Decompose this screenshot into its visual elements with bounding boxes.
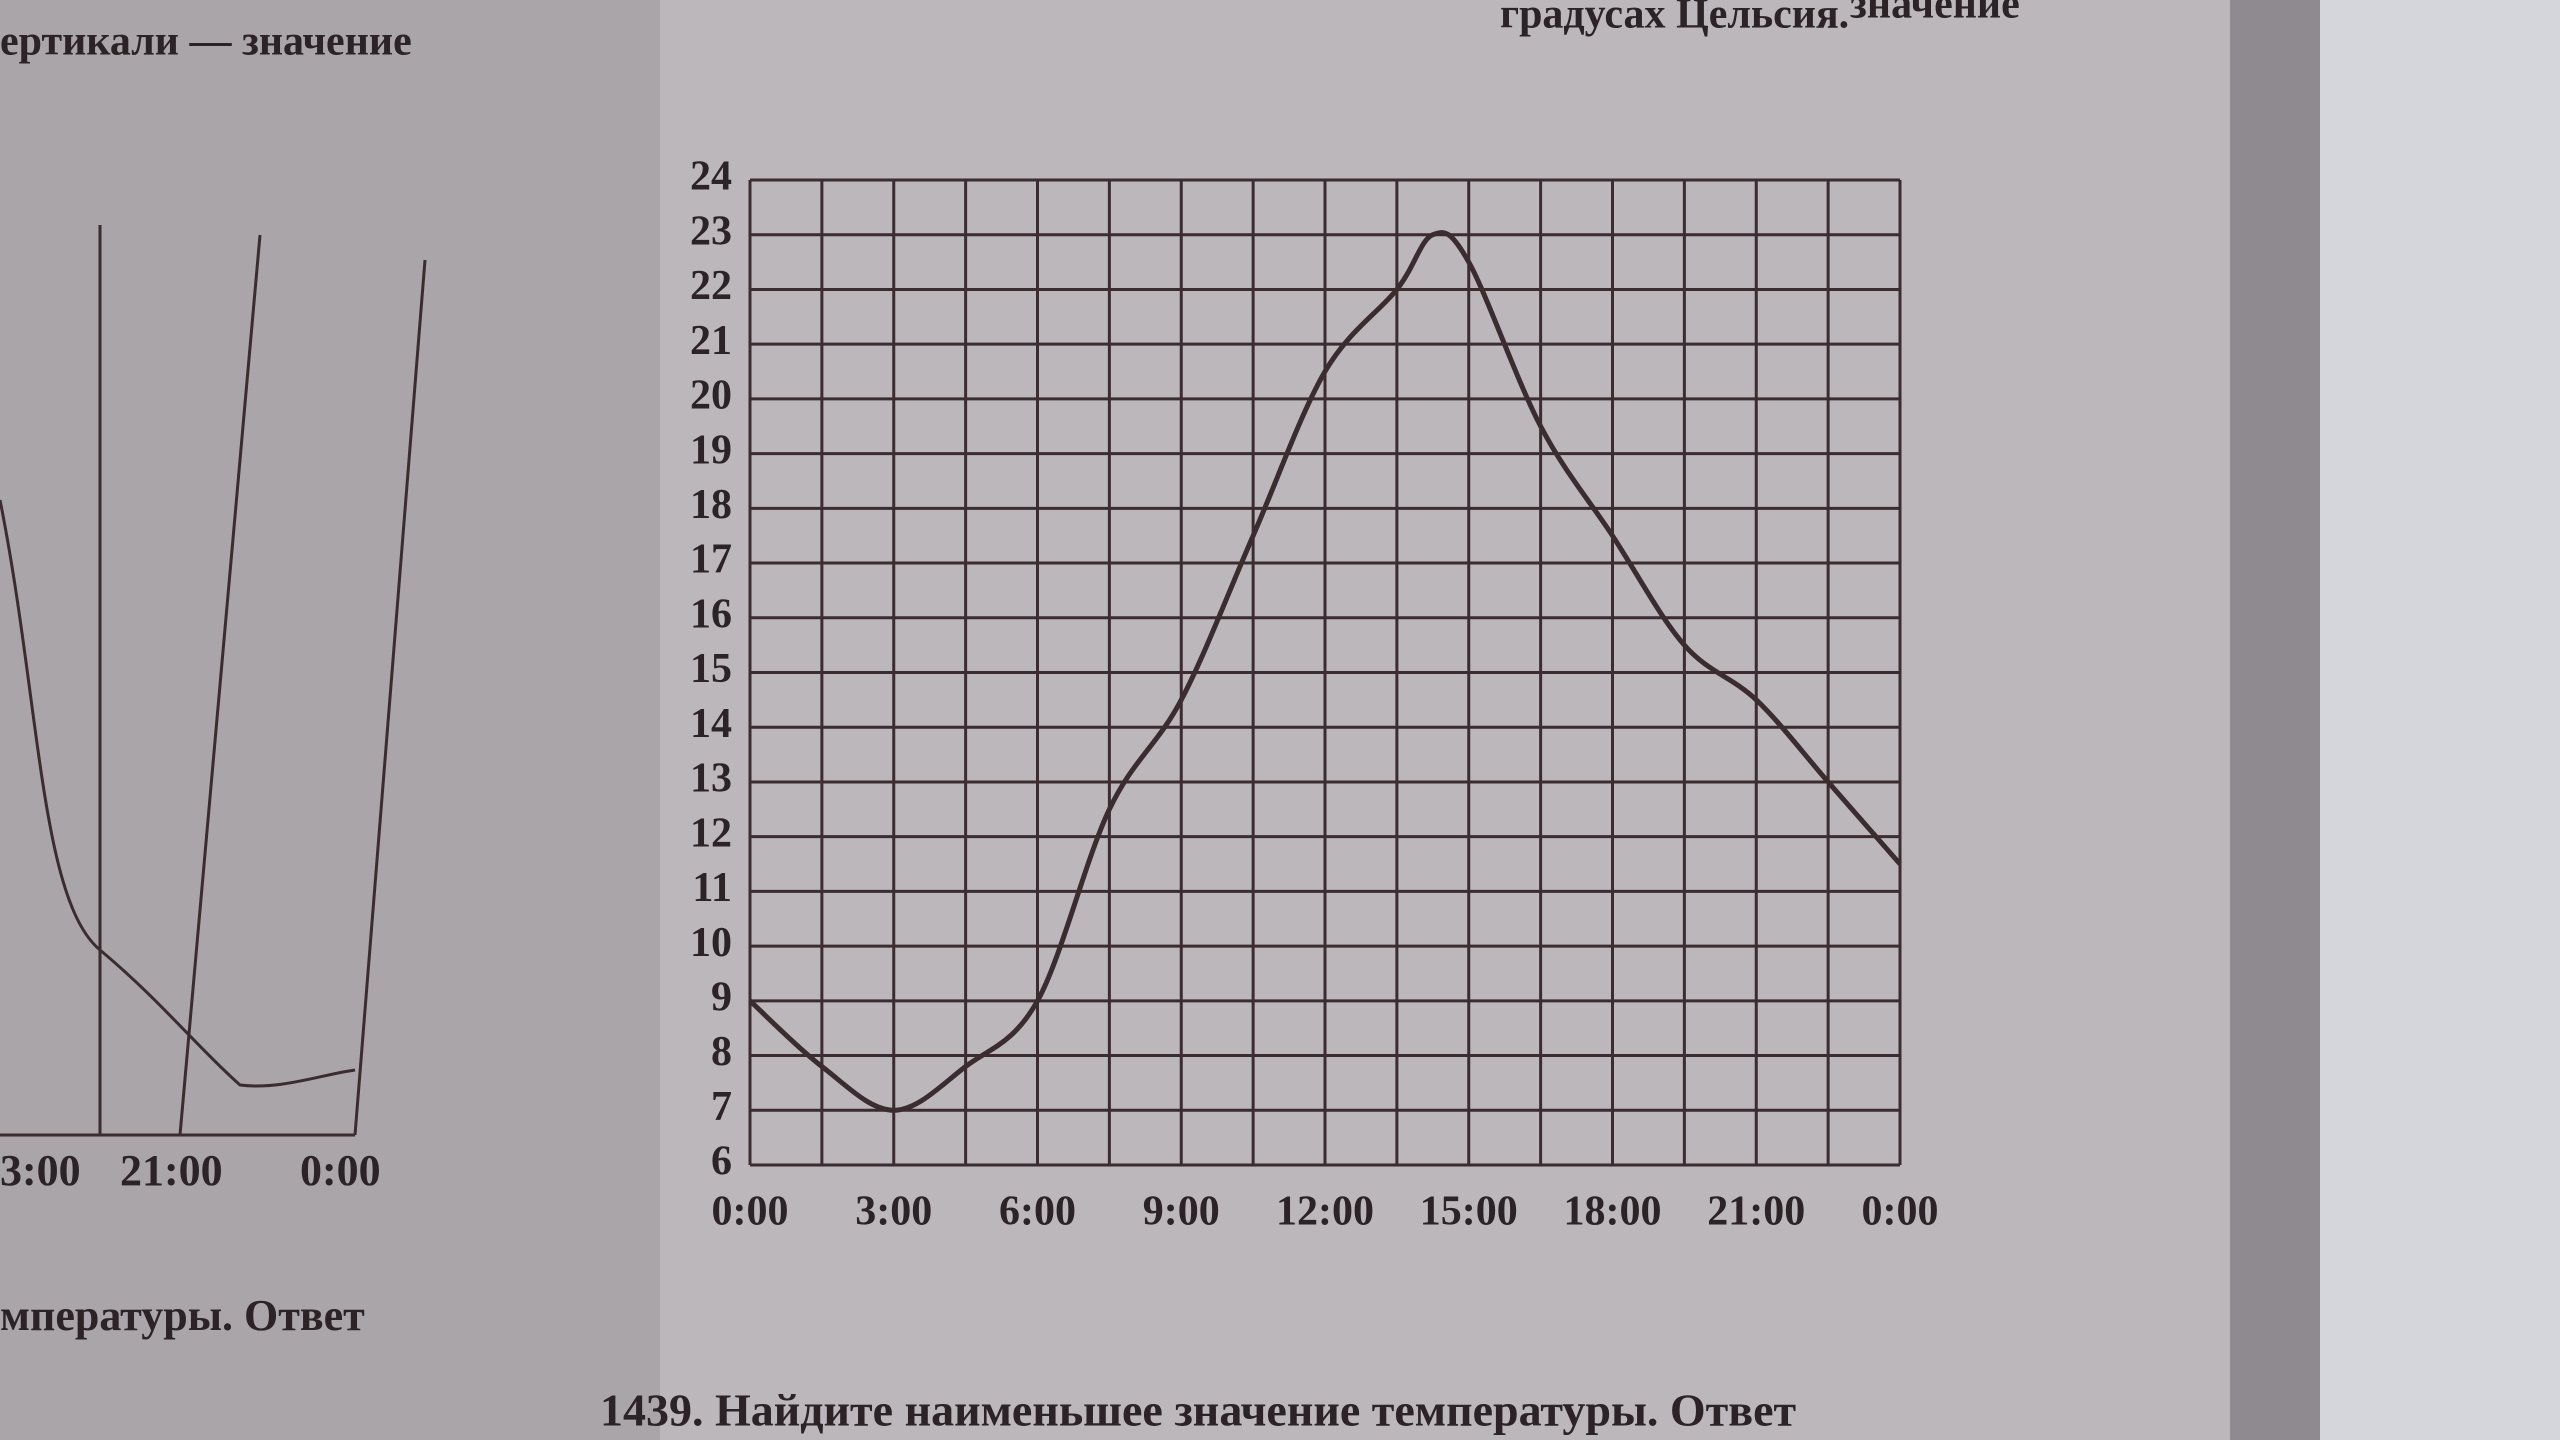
y-tick-label: 13 [690, 756, 732, 802]
y-tick-label: 24 [690, 154, 732, 200]
left-page [0, 0, 660, 1440]
x-tick-label: 12:00 [1276, 1189, 1374, 1235]
y-tick-label: 21 [690, 318, 732, 364]
book-edge [2230, 0, 2320, 1440]
y-tick-label: 9 [711, 974, 732, 1020]
y-tick-label: 19 [690, 427, 732, 473]
y-tick-label: 20 [690, 373, 732, 419]
x-tick-label: 0:00 [1862, 1189, 1939, 1235]
y-tick-label: 15 [690, 646, 732, 692]
y-tick-label: 22 [690, 263, 732, 309]
x-tick-label: 9:00 [1143, 1189, 1220, 1235]
annotation: 21:00 [120, 1146, 223, 1195]
annotation: ертикали — значение [0, 19, 412, 65]
y-tick-label: 7 [711, 1084, 732, 1130]
y-tick-label: 11 [692, 865, 732, 911]
x-tick-label: 15:00 [1420, 1189, 1518, 1235]
right-page [660, 0, 2230, 1440]
y-tick-label: 10 [690, 920, 732, 966]
y-tick-label: 16 [690, 591, 732, 637]
x-tick-label: 18:00 [1564, 1189, 1662, 1235]
y-tick-label: 18 [690, 482, 732, 528]
y-tick-label: 23 [690, 208, 732, 254]
x-tick-label: 6:00 [999, 1189, 1076, 1235]
y-tick-label: 14 [690, 701, 732, 747]
annotation: градусах Цельсия. [1500, 0, 1849, 38]
y-tick-label: 17 [690, 537, 732, 583]
x-tick-label: 3:00 [855, 1189, 932, 1235]
grid-paper [2320, 0, 2560, 1440]
annotation: 1439. Найдите наименьшее значение темпер… [600, 1385, 1797, 1436]
annotation: 0:00 [300, 1146, 381, 1195]
y-tick-label: 6 [711, 1139, 732, 1185]
x-tick-label: 0:00 [712, 1189, 789, 1235]
y-tick-label: 12 [690, 810, 732, 856]
annotation: 3:00 [0, 1146, 81, 1195]
left-chart-fragment [0, 225, 427, 1137]
data-line [748, 230, 1902, 1113]
annotation: мпературы. Ответ [0, 1291, 365, 1340]
annotation: значение [1850, 0, 2020, 28]
y-tick-label: 8 [711, 1029, 732, 1075]
x-tick-label: 21:00 [1707, 1189, 1805, 1235]
